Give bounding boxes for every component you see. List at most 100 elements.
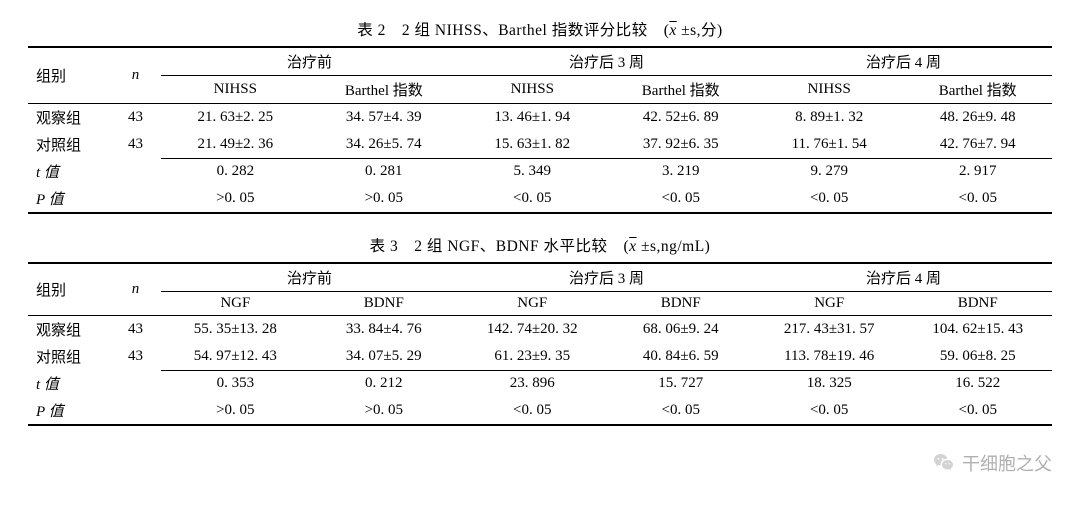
table3-r3-c2: <0. 05 [458,397,606,425]
table2-r0-label: 观察组 [28,104,110,132]
table3-h-sub0: NGF [161,292,309,316]
table3-h-period2: 治疗后 4 周 [755,263,1052,292]
table2-r1-c2: 15. 63±1. 82 [458,131,606,158]
table2-r2-label: t 值 [28,158,110,185]
table3-title-suffix: ±s,ng/mL) [641,238,710,255]
table3: 组别 n 治疗前 治疗后 3 周 治疗后 4 周 NGF BDNF NGF BD… [28,262,1052,426]
table3-title-prefix: 表 3 2 组 NGF、BDNF 水平比较 ( [370,238,630,255]
table3-r1-c4: 113. 78±19. 46 [755,343,903,370]
table3-title-xbar: x [629,238,636,255]
table2-r1-c1: 34. 26±5. 74 [310,131,458,158]
table2-r0-c5: 48. 26±9. 48 [903,104,1052,132]
table2-h-group: 组别 [28,47,110,104]
table2-title: 表 2 2 组 NIHSS、Barthel 指数评分比较 (x ±s,分) [28,18,1052,40]
table3-r1-c3: 40. 84±6. 59 [607,343,755,370]
table3-h-period1: 治疗后 3 周 [458,263,755,292]
table3-r0-c4: 217. 43±31. 57 [755,316,903,344]
table3-h-sub4: NGF [755,292,903,316]
table2-title-prefix: 表 2 2 组 NIHSS、Barthel 指数评分比较 ( [357,22,669,39]
table2-r1-c4: 11. 76±1. 54 [755,131,903,158]
table2-r1-c3: 37. 92±6. 35 [607,131,755,158]
wechat-icon [932,451,956,475]
table3-r2-c0: 0. 353 [161,370,309,397]
table3-h-n: n [110,263,161,316]
table2-h-sub0: NIHSS [161,76,309,104]
table-row: 对照组 43 21. 49±2. 36 34. 26±5. 74 15. 63±… [28,131,1052,158]
table-row: P 值 >0. 05 >0. 05 <0. 05 <0. 05 <0. 05 <… [28,397,1052,425]
table3-h-period0: 治疗前 [161,263,458,292]
table3-r0-c3: 68. 06±9. 24 [607,316,755,344]
table2-r3-c0: >0. 05 [161,185,309,213]
table2-r2-c0: 0. 282 [161,158,309,185]
table3-r2-c5: 16. 522 [903,370,1052,397]
table2-r2-c4: 9. 279 [755,158,903,185]
table3-r0-c1: 33. 84±4. 76 [310,316,458,344]
table2-r0-c1: 34. 57±4. 39 [310,104,458,132]
table2-r2-c5: 2. 917 [903,158,1052,185]
table2-r2-c2: 5. 349 [458,158,606,185]
table3-r1-c1: 34. 07±5. 29 [310,343,458,370]
table3-r1-label: 对照组 [28,343,110,370]
table3-title: 表 3 2 组 NGF、BDNF 水平比较 (x ±s,ng/mL) [28,234,1052,256]
table3-r0-label: 观察组 [28,316,110,344]
table2-r3-c4: <0. 05 [755,185,903,213]
table-row: 对照组 43 54. 97±12. 43 34. 07±5. 29 61. 23… [28,343,1052,370]
table3-r2-label: t 值 [28,370,110,397]
table3-h-sub2: NGF [458,292,606,316]
table3-r3-c3: <0. 05 [607,397,755,425]
table2-h-sub2: NIHSS [458,76,606,104]
table3-r2-c2: 23. 896 [458,370,606,397]
table2-r1-c0: 21. 49±2. 36 [161,131,309,158]
table2: 组别 n 治疗前 治疗后 3 周 治疗后 4 周 NIHSS Barthel 指… [28,46,1052,214]
table-row: P 值 >0. 05 >0. 05 <0. 05 <0. 05 <0. 05 <… [28,185,1052,213]
table3-r3-c4: <0. 05 [755,397,903,425]
table3-block: 表 3 2 组 NGF、BDNF 水平比较 (x ±s,ng/mL) 组别 n … [28,234,1052,426]
table3-r2-c1: 0. 212 [310,370,458,397]
table3-r3-c1: >0. 05 [310,397,458,425]
table2-r1-n: 43 [110,131,161,158]
table-row: 观察组 43 21. 63±2. 25 34. 57±4. 39 13. 46±… [28,104,1052,132]
table3-r3-c0: >0. 05 [161,397,309,425]
table2-r3-c5: <0. 05 [903,185,1052,213]
table2-r3-c1: >0. 05 [310,185,458,213]
table-row: t 值 0. 282 0. 281 5. 349 3. 219 9. 279 2… [28,158,1052,185]
table3-r2-c3: 15. 727 [607,370,755,397]
table2-r0-c3: 42. 52±6. 89 [607,104,755,132]
table3-r0-c2: 142. 74±20. 32 [458,316,606,344]
table3-r2-c4: 18. 325 [755,370,903,397]
table2-r0-n: 43 [110,104,161,132]
table3-r1-c2: 61. 23±9. 35 [458,343,606,370]
table2-h-sub1: Barthel 指数 [310,76,458,104]
table3-r1-c5: 59. 06±8. 25 [903,343,1052,370]
table3-r1-n: 43 [110,343,161,370]
table2-r3-c2: <0. 05 [458,185,606,213]
table2-r2-c3: 3. 219 [607,158,755,185]
table2-h-sub3: Barthel 指数 [607,76,755,104]
table3-h-sub5: BDNF [903,292,1052,316]
table3-r3-label: P 值 [28,397,110,425]
table2-r0-c2: 13. 46±1. 94 [458,104,606,132]
table2-r2-c1: 0. 281 [310,158,458,185]
table2-r1-c5: 42. 76±7. 94 [903,131,1052,158]
table2-h-period1: 治疗后 3 周 [458,47,755,76]
table2-title-xbar: x [669,22,676,39]
table2-h-period0: 治疗前 [161,47,458,76]
watermark-text: 干细胞之父 [962,450,1052,476]
table3-h-sub1: BDNF [310,292,458,316]
table2-h-sub5: Barthel 指数 [903,76,1052,104]
table2-r3-label: P 值 [28,185,110,213]
table3-r0-c0: 55. 35±13. 28 [161,316,309,344]
table2-r3-c3: <0. 05 [607,185,755,213]
table3-r0-c5: 104. 62±15. 43 [903,316,1052,344]
table3-r0-n: 43 [110,316,161,344]
table2-r1-label: 对照组 [28,131,110,158]
table2-r0-c0: 21. 63±2. 25 [161,104,309,132]
table-row: 观察组 43 55. 35±13. 28 33. 84±4. 76 142. 7… [28,316,1052,344]
table3-r1-c0: 54. 97±12. 43 [161,343,309,370]
table3-r3-c5: <0. 05 [903,397,1052,425]
table2-h-period2: 治疗后 4 周 [755,47,1052,76]
table2-r0-c4: 8. 89±1. 32 [755,104,903,132]
watermark: 干细胞之父 [932,450,1052,476]
table2-block: 表 2 2 组 NIHSS、Barthel 指数评分比较 (x ±s,分) 组别… [28,18,1052,214]
table2-h-n: n [110,47,161,104]
